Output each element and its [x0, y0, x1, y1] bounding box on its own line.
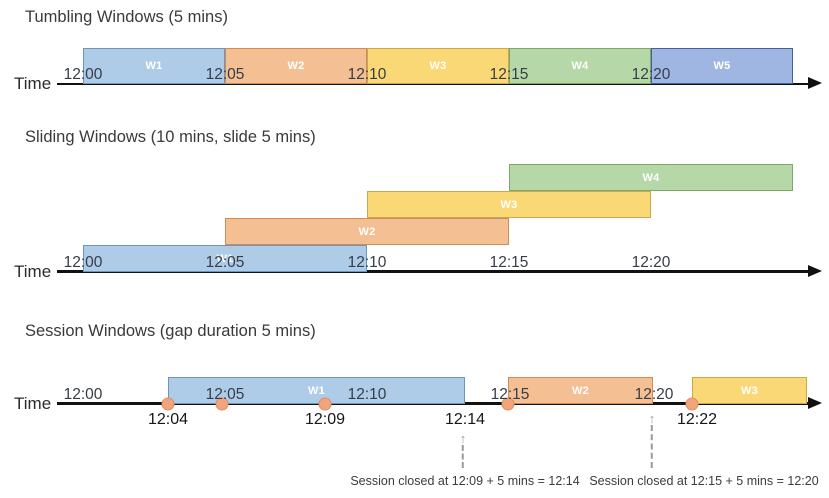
window-label: W2	[287, 60, 305, 72]
window-box-tumbling-w1: W1	[83, 48, 225, 84]
axis-time-label: 12:20	[634, 386, 674, 403]
section-title-tumbling: Tumbling Windows (5 mins)	[25, 8, 228, 26]
window-box-session-w3: W3	[692, 377, 807, 404]
window-label: W4	[571, 60, 589, 72]
window-label: W4	[642, 171, 660, 184]
window-box-sliding-w3: W3	[367, 191, 651, 218]
dashed-stem	[651, 425, 653, 468]
axis-arrow-icon-sliding	[808, 265, 822, 277]
window-box-tumbling-w3: W3	[367, 48, 509, 84]
axis-time-label: 12:10	[347, 386, 387, 403]
section-title-session: Session Windows (gap duration 5 mins)	[25, 322, 316, 340]
window-label: W1	[307, 384, 326, 397]
axis-time-label: 12:15	[490, 386, 530, 403]
window-label: W3	[740, 384, 759, 397]
axis-arrow-icon-session	[808, 397, 822, 409]
event-time-label: 12:22	[676, 411, 718, 428]
event-dot	[501, 397, 515, 411]
time-axis-caption-tumbling: Time	[14, 74, 52, 93]
dashed-stem	[462, 445, 464, 468]
event-dot	[318, 397, 332, 411]
window-label: W5	[713, 60, 731, 72]
axis-time-label: 12:15	[489, 66, 529, 83]
event-time-label: 12:09	[304, 411, 346, 428]
window-box-sliding-w2: W2	[225, 218, 509, 245]
axis-arrow-icon-tumbling	[808, 77, 822, 89]
up-arrowhead-icon: ↑	[459, 431, 467, 446]
event-dot	[685, 397, 699, 411]
section-title-sliding: Sliding Windows (10 mins, slide 5 mins)	[25, 128, 316, 146]
event-dot	[215, 397, 229, 411]
window-box-tumbling-w2: W2	[225, 48, 367, 84]
time-axis-line-tumbling	[57, 83, 812, 85]
axis-time-label: 12:05	[205, 386, 245, 403]
axis-time-label: 12:05	[205, 254, 245, 271]
window-label: W1	[216, 252, 234, 265]
window-label: W3	[500, 198, 518, 211]
axis-time-label: 12:20	[631, 66, 671, 83]
axis-time-label: 12:05	[205, 66, 245, 83]
window-label: W2	[358, 225, 376, 238]
window-box-tumbling-w4: W4	[509, 48, 651, 84]
window-box-sliding-w4: W4	[509, 164, 793, 191]
session-close-arrow-icon: ↑	[648, 411, 656, 468]
session-closed-annotation: Session closed at 12:09 + 5 mins = 12:14	[350, 474, 580, 488]
axis-time-label: 12:00	[63, 254, 103, 271]
window-box-tumbling-w5: W5	[651, 48, 793, 84]
event-time-label: 12:14	[444, 411, 486, 428]
axis-time-label: 12:00	[63, 66, 103, 83]
window-label: W2	[571, 384, 590, 397]
axis-time-label: 12:00	[63, 386, 103, 403]
session-close-arrow-icon: ↑	[459, 431, 467, 468]
window-box-sliding-w1: W1	[83, 245, 367, 272]
up-arrowhead-icon: ↑	[648, 411, 656, 426]
time-axis-line-sliding	[57, 270, 812, 273]
event-dot	[161, 397, 175, 411]
session-closed-annotation: Session closed at 12:15 + 5 mins = 12:20	[589, 474, 819, 488]
window-label: W1	[145, 60, 163, 72]
axis-time-label: 12:10	[347, 66, 387, 83]
axis-time-label: 12:10	[347, 254, 387, 271]
time-axis-caption-session: Time	[14, 394, 52, 413]
axis-time-label: 12:20	[631, 254, 671, 271]
event-time-label: 12:04	[147, 411, 189, 428]
axis-time-label: 12:15	[489, 254, 529, 271]
time-axis-caption-sliding: Time	[14, 262, 52, 281]
window-label: W3	[429, 60, 447, 72]
window-box-session-w2: W2	[508, 377, 653, 404]
